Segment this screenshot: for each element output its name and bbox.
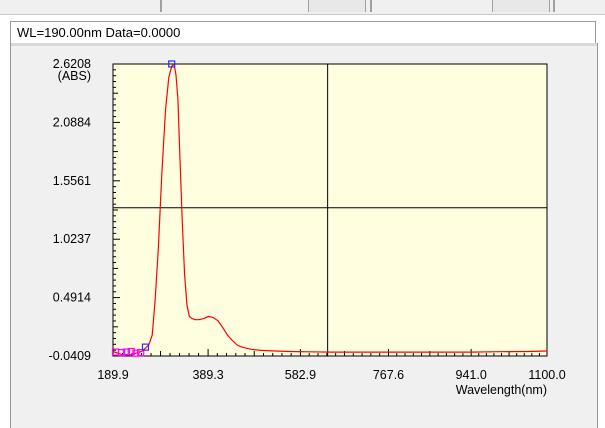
- plot-area[interactable]: [112, 63, 548, 357]
- x-tick-label: 767.6: [373, 368, 404, 382]
- y-tick-label: -0.0409: [49, 349, 91, 363]
- toolbar-divider: [553, 0, 555, 12]
- toolbar-divider: [160, 0, 162, 12]
- y-tick-label: 1.5561: [53, 174, 91, 188]
- y-tick-label: 2.0884: [53, 115, 91, 129]
- toolbar-divider: [370, 0, 372, 12]
- peak-marker: [132, 349, 140, 357]
- x-tick-label: 582.9: [285, 368, 316, 382]
- y-tick-label: 1.0237: [53, 232, 91, 246]
- y-tick-label: 0.4914: [53, 291, 91, 305]
- x-tick-label: 1100.0: [528, 368, 565, 382]
- y-tick-label: 2.6208: [53, 57, 91, 71]
- spectrum-curve: [112, 62, 548, 356]
- peak-marker: [141, 343, 150, 351]
- peak-marker: [118, 349, 126, 357]
- y-axis-label: (ABS): [58, 69, 91, 83]
- toolbar-tab[interactable]: [308, 0, 366, 12]
- x-tick-label: 941.0: [456, 368, 487, 382]
- top-toolbar-strip: [0, 0, 605, 15]
- cursor-status-bar: WL=190.00nm Data=0.0000: [10, 21, 596, 43]
- toolbar-tab[interactable]: [492, 0, 550, 12]
- x-tick-label: 389.3: [192, 368, 223, 382]
- x-tick-label: 189.9: [97, 368, 128, 382]
- peak-marker: [168, 60, 176, 68]
- peak-marker: [137, 349, 145, 357]
- panel-shadow: [11, 43, 597, 46]
- x-axis-label: Wavelength(nm): [456, 383, 547, 397]
- peak-marker: [122, 348, 131, 356]
- peak-marker: [127, 347, 135, 356]
